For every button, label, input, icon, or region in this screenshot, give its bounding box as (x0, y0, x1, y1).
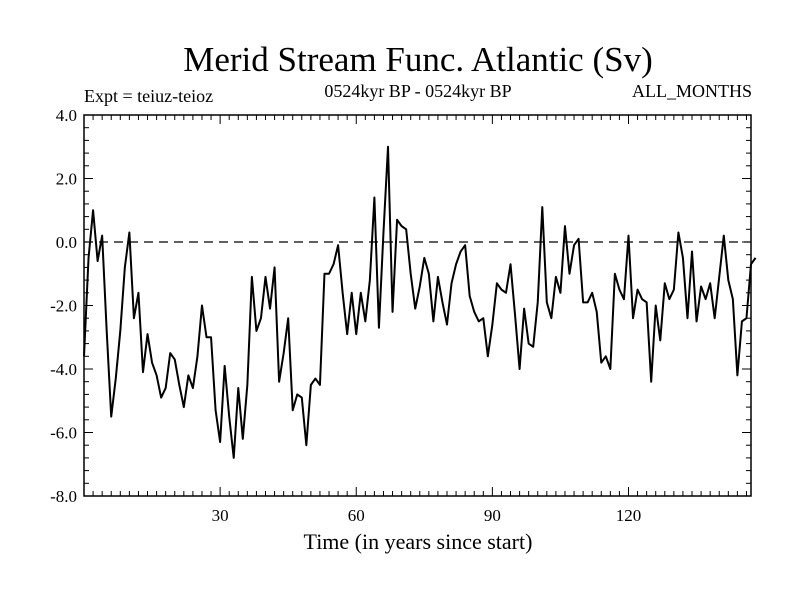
x-tick-label: 60 (348, 506, 365, 525)
axis-ticks (84, 114, 751, 497)
chart-title: Merid Stream Func. Atlantic (Sv) (183, 40, 653, 79)
y-tick-label: 2.0 (56, 170, 77, 189)
x-tick-label: 90 (484, 506, 501, 525)
y-tick-label: -4.0 (50, 360, 77, 379)
axis-tick-labels: 30 60 90 120 -8.0 -6.0 -4.0 -2.0 0.0 2.0 4.0 (50, 106, 641, 525)
chart-subtitle-center: 0524kyr BP - 0524kyr BP (324, 81, 511, 101)
y-tick-label: -6.0 (50, 424, 77, 443)
chart-subtitle-right: ALL_MONTHS (632, 81, 752, 101)
x-axis-label: Time (in years since start) (304, 529, 533, 554)
y-tick-label: 4.0 (56, 106, 77, 125)
y-tick-label: -2.0 (50, 297, 77, 316)
x-tick-label: 30 (212, 506, 229, 525)
series-line (83, 145, 757, 459)
y-tick-label: 0.0 (56, 233, 77, 252)
chart-subtitle-left: Expt = teiuz-teioz (84, 86, 213, 106)
data-points (83, 146, 757, 459)
y-tick-label: -8.0 (50, 487, 77, 506)
plot-frame (83, 114, 752, 497)
x-tick-label: 120 (616, 506, 642, 525)
